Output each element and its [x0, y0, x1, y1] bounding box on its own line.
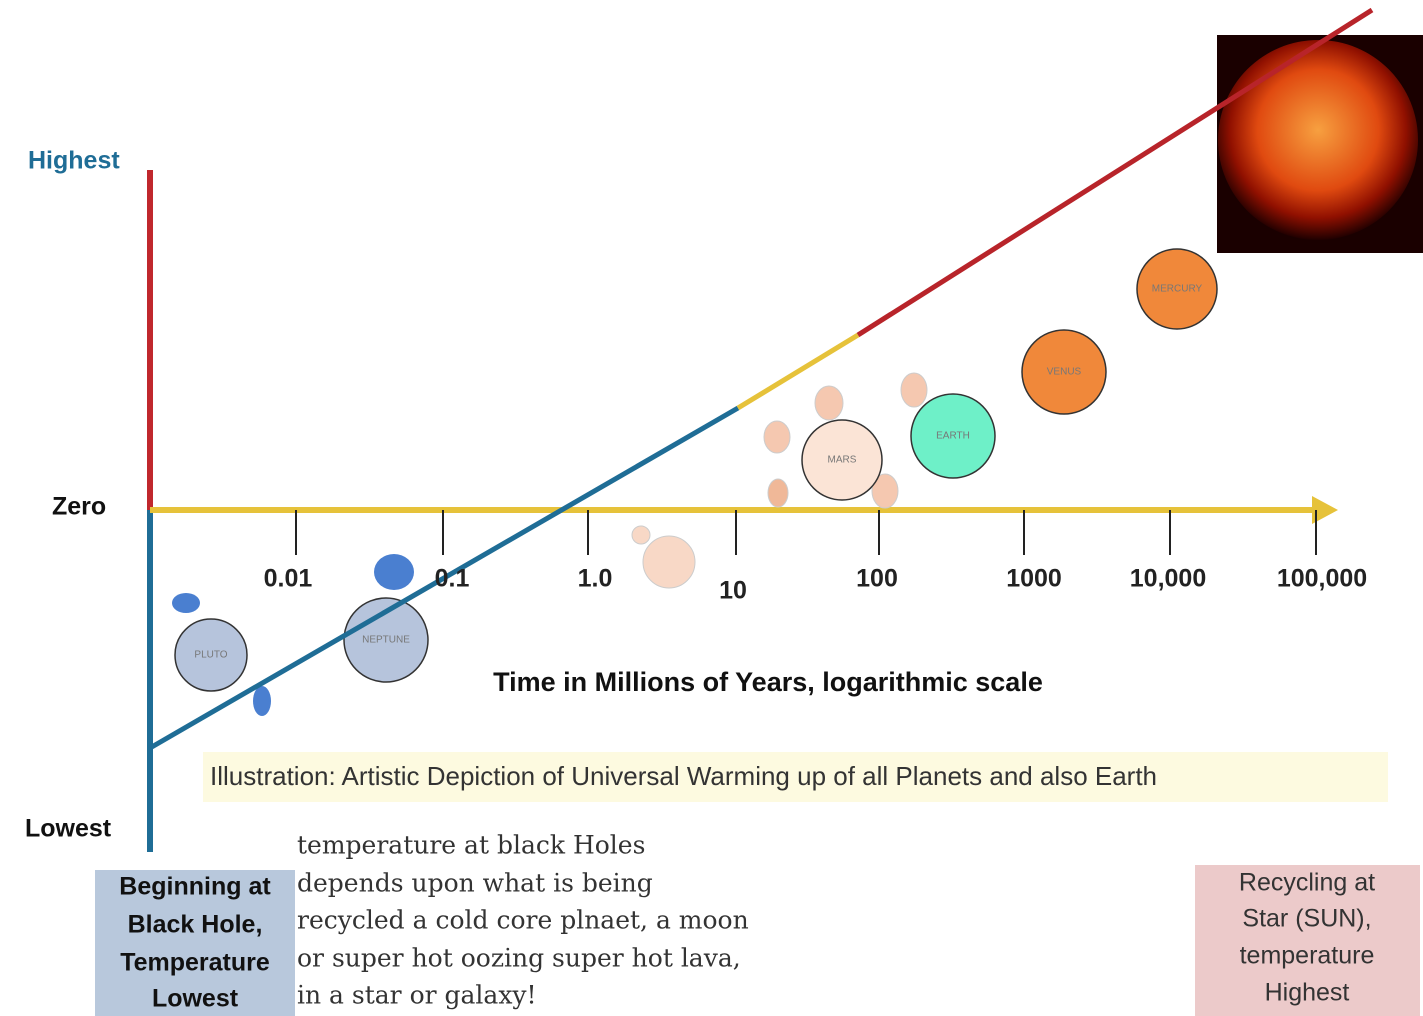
right-box-line: temperature: [1240, 942, 1375, 970]
planet-label: EARTH: [936, 431, 970, 442]
planet-label: MERCURY: [1152, 284, 1203, 295]
planet-label: NEPTUNE: [362, 635, 410, 646]
note-line: depends upon what is being: [297, 869, 653, 898]
tick-label: 1000: [1006, 565, 1062, 593]
right-box-line: Highest: [1265, 979, 1350, 1007]
axis-zero-label: Zero: [52, 493, 106, 521]
right-box-line: Star (SUN),: [1242, 905, 1371, 933]
tick-label: 10: [719, 577, 747, 605]
sun: [1218, 40, 1418, 240]
ticks: [296, 510, 1316, 555]
tick-label: 1.0: [578, 565, 613, 593]
left-box-line: Temperature: [120, 949, 270, 977]
page: {"axis": {"top_label": "Highest", "zero_…: [0, 0, 1423, 1016]
tick-label: 100,000: [1277, 565, 1367, 593]
moons: [172, 373, 927, 716]
tick-label: 0.1: [435, 565, 470, 593]
tick-label: 100: [856, 565, 898, 593]
note-line: temperature at black Holes: [297, 831, 645, 860]
left-box-line: Black Hole,: [128, 911, 263, 939]
left-box-line: Beginning at: [119, 873, 271, 901]
planet-label: MARS: [828, 455, 857, 466]
diagram: PLUTO NEPTUNE MARS EARTH VENUS MERCURY H…: [0, 0, 1423, 1016]
left-box-line: Lowest: [152, 985, 239, 1013]
axis-top-label: Highest: [28, 147, 120, 175]
planet-label: PLUTO: [194, 650, 227, 661]
right-box-line: Recycling at: [1239, 869, 1375, 897]
tick-label: 0.01: [264, 565, 313, 593]
tick-label: 10,000: [1130, 565, 1206, 593]
note-line: in a star or galaxy!: [297, 981, 537, 1010]
note-line: recycled a cold core plnaet, a moon: [297, 906, 749, 935]
axis-bottom-label: Lowest: [25, 815, 112, 843]
caption: Illustration: Artistic Depiction of Univ…: [210, 761, 1157, 791]
note-line: or super hot oozing super hot lava,: [297, 944, 741, 973]
planet-label: VENUS: [1047, 367, 1082, 378]
axis-title: Time in Millions of Years, logarithmic s…: [493, 667, 1043, 697]
